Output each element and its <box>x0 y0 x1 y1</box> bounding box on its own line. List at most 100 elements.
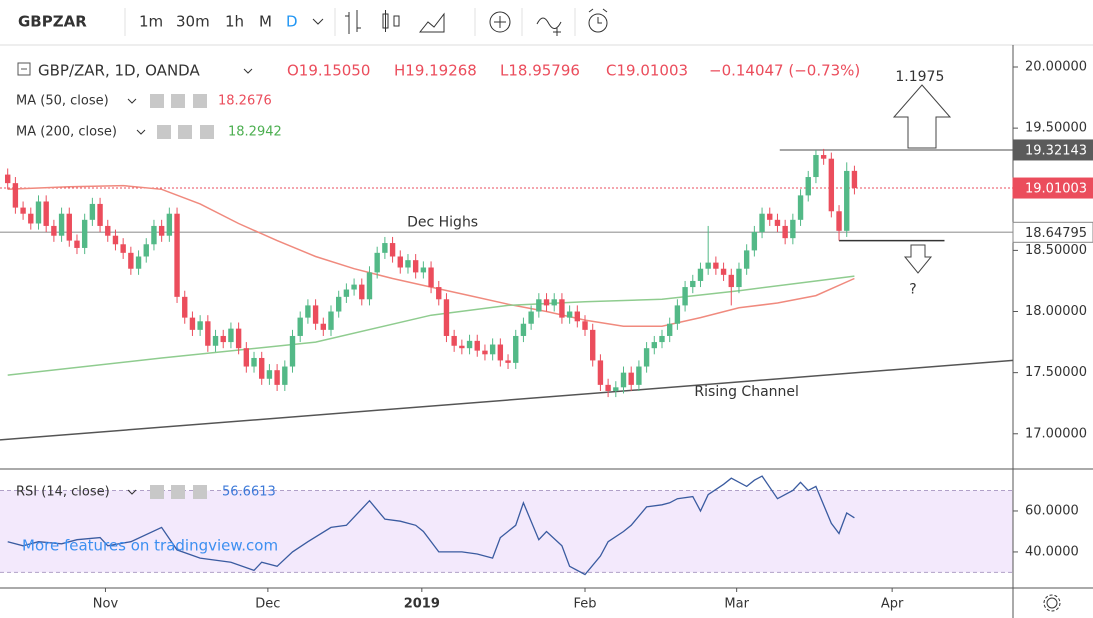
candle-body <box>597 360 604 385</box>
candle-body <box>397 256 403 268</box>
candle-body <box>705 262 711 269</box>
dropdown-icon[interactable] <box>312 18 324 25</box>
candle-body <box>51 225 57 236</box>
candle-body <box>351 284 357 290</box>
candle-body <box>520 323 527 336</box>
watermark[interactable]: More features on tradingview.com <box>22 537 278 555</box>
candle-body <box>551 299 557 306</box>
candle-body <box>628 372 634 385</box>
interval-active[interactable]: D <box>286 13 298 31</box>
candle-body <box>289 335 296 367</box>
candle-body <box>774 219 781 226</box>
candle-body <box>366 272 373 300</box>
rsi-value: 56.6613 <box>222 485 276 500</box>
candle-body <box>405 260 411 268</box>
candle-body <box>643 348 650 367</box>
candle-body <box>682 287 688 306</box>
down-arrow <box>903 244 933 274</box>
candle-body <box>312 305 319 324</box>
price-label: 18.64795 <box>1025 226 1087 241</box>
candle-body <box>259 357 265 379</box>
candle-body <box>605 384 611 391</box>
candle-body <box>582 321 588 330</box>
candle-body <box>666 323 673 336</box>
candle-body <box>58 213 65 236</box>
symbol[interactable]: GBPZAR <box>18 13 87 31</box>
y-tick-label: 17.50000 <box>1025 365 1087 380</box>
annotation: Dec Highs <box>407 214 478 230</box>
candle-body <box>112 235 119 245</box>
indicator-icons[interactable] <box>157 125 214 139</box>
candle-body <box>220 335 226 343</box>
x-tick-label: 2019 <box>404 597 440 612</box>
candle-body <box>274 370 280 385</box>
indicator-icons[interactable] <box>150 485 207 499</box>
candle-body <box>343 289 350 297</box>
y-tick-label: 20.00000 <box>1025 60 1087 75</box>
candle-body <box>751 232 758 251</box>
plot-area: 20.00000 19.50000 18.50000 18.00000 17.50000… <box>0 60 1087 612</box>
candle-body <box>482 350 488 355</box>
candle-body <box>174 213 180 297</box>
rsi-tick-label: 40.0000 <box>1025 544 1079 559</box>
candle-body <box>474 340 480 351</box>
candle-body <box>74 240 80 248</box>
candle-body <box>713 262 719 269</box>
rsi-legend: RSI (14, close) 56.6613 <box>16 485 276 500</box>
ohlc-high: H19.19268 <box>394 62 477 80</box>
candle-body <box>28 213 34 224</box>
legend: GBP/ZAR, 1D, OANDA O19.15050 H19.19268 L… <box>16 62 860 140</box>
candle-body <box>66 213 72 241</box>
interval[interactable]: 1h <box>225 13 244 31</box>
annotation: 1.1975 <box>895 69 944 85</box>
interval[interactable]: M <box>259 13 272 31</box>
ma200-name: MA (200, close) <box>16 125 117 140</box>
candle-body <box>189 317 196 330</box>
y-tick-label: 18.00000 <box>1025 304 1087 319</box>
price-label: 19.32143 <box>1025 143 1087 158</box>
candle-body <box>697 268 704 281</box>
candle-body <box>759 213 765 233</box>
candle-body <box>828 158 835 212</box>
candle-body <box>151 225 157 245</box>
candle-body <box>566 311 573 318</box>
candle-body <box>143 244 149 257</box>
candle-body <box>497 344 504 361</box>
rsi-tick-label: 60.0000 <box>1025 503 1079 518</box>
settings-icon[interactable] <box>1043 594 1061 612</box>
ohlc-open: O19.15050 <box>287 62 370 80</box>
candle-body <box>35 201 42 224</box>
candle-body <box>12 183 19 208</box>
candle-body <box>20 207 26 214</box>
candle-body <box>212 335 219 346</box>
candle-body <box>489 344 496 355</box>
candle-body <box>720 268 727 275</box>
candle-body <box>228 328 234 343</box>
candle-body <box>89 203 96 220</box>
interval[interactable]: 30m <box>176 13 210 31</box>
candle-body <box>266 370 273 379</box>
indicator-icons[interactable] <box>150 94 207 108</box>
candle-body <box>359 284 365 300</box>
toolbar-icons[interactable] <box>334 8 608 36</box>
candle-body <box>182 296 188 318</box>
candle-body <box>613 387 619 391</box>
candle-body <box>466 340 473 349</box>
candle-body <box>235 328 242 349</box>
interval[interactable]: 1m <box>139 13 163 31</box>
rsi-line <box>7 475 855 576</box>
candle-body <box>690 280 696 288</box>
candle-body <box>620 372 627 388</box>
candle-body <box>81 219 88 248</box>
candle-body <box>505 360 511 363</box>
candle-body <box>820 155 827 159</box>
y-tick-label: 19.50000 <box>1025 121 1087 136</box>
up-arrow <box>892 84 952 149</box>
candle-body <box>528 311 534 324</box>
x-tick-label: Apr <box>881 597 904 612</box>
caret <box>243 68 253 74</box>
rsi-band <box>0 490 1013 573</box>
caret <box>127 98 137 104</box>
collapse-icon[interactable] <box>17 62 31 76</box>
